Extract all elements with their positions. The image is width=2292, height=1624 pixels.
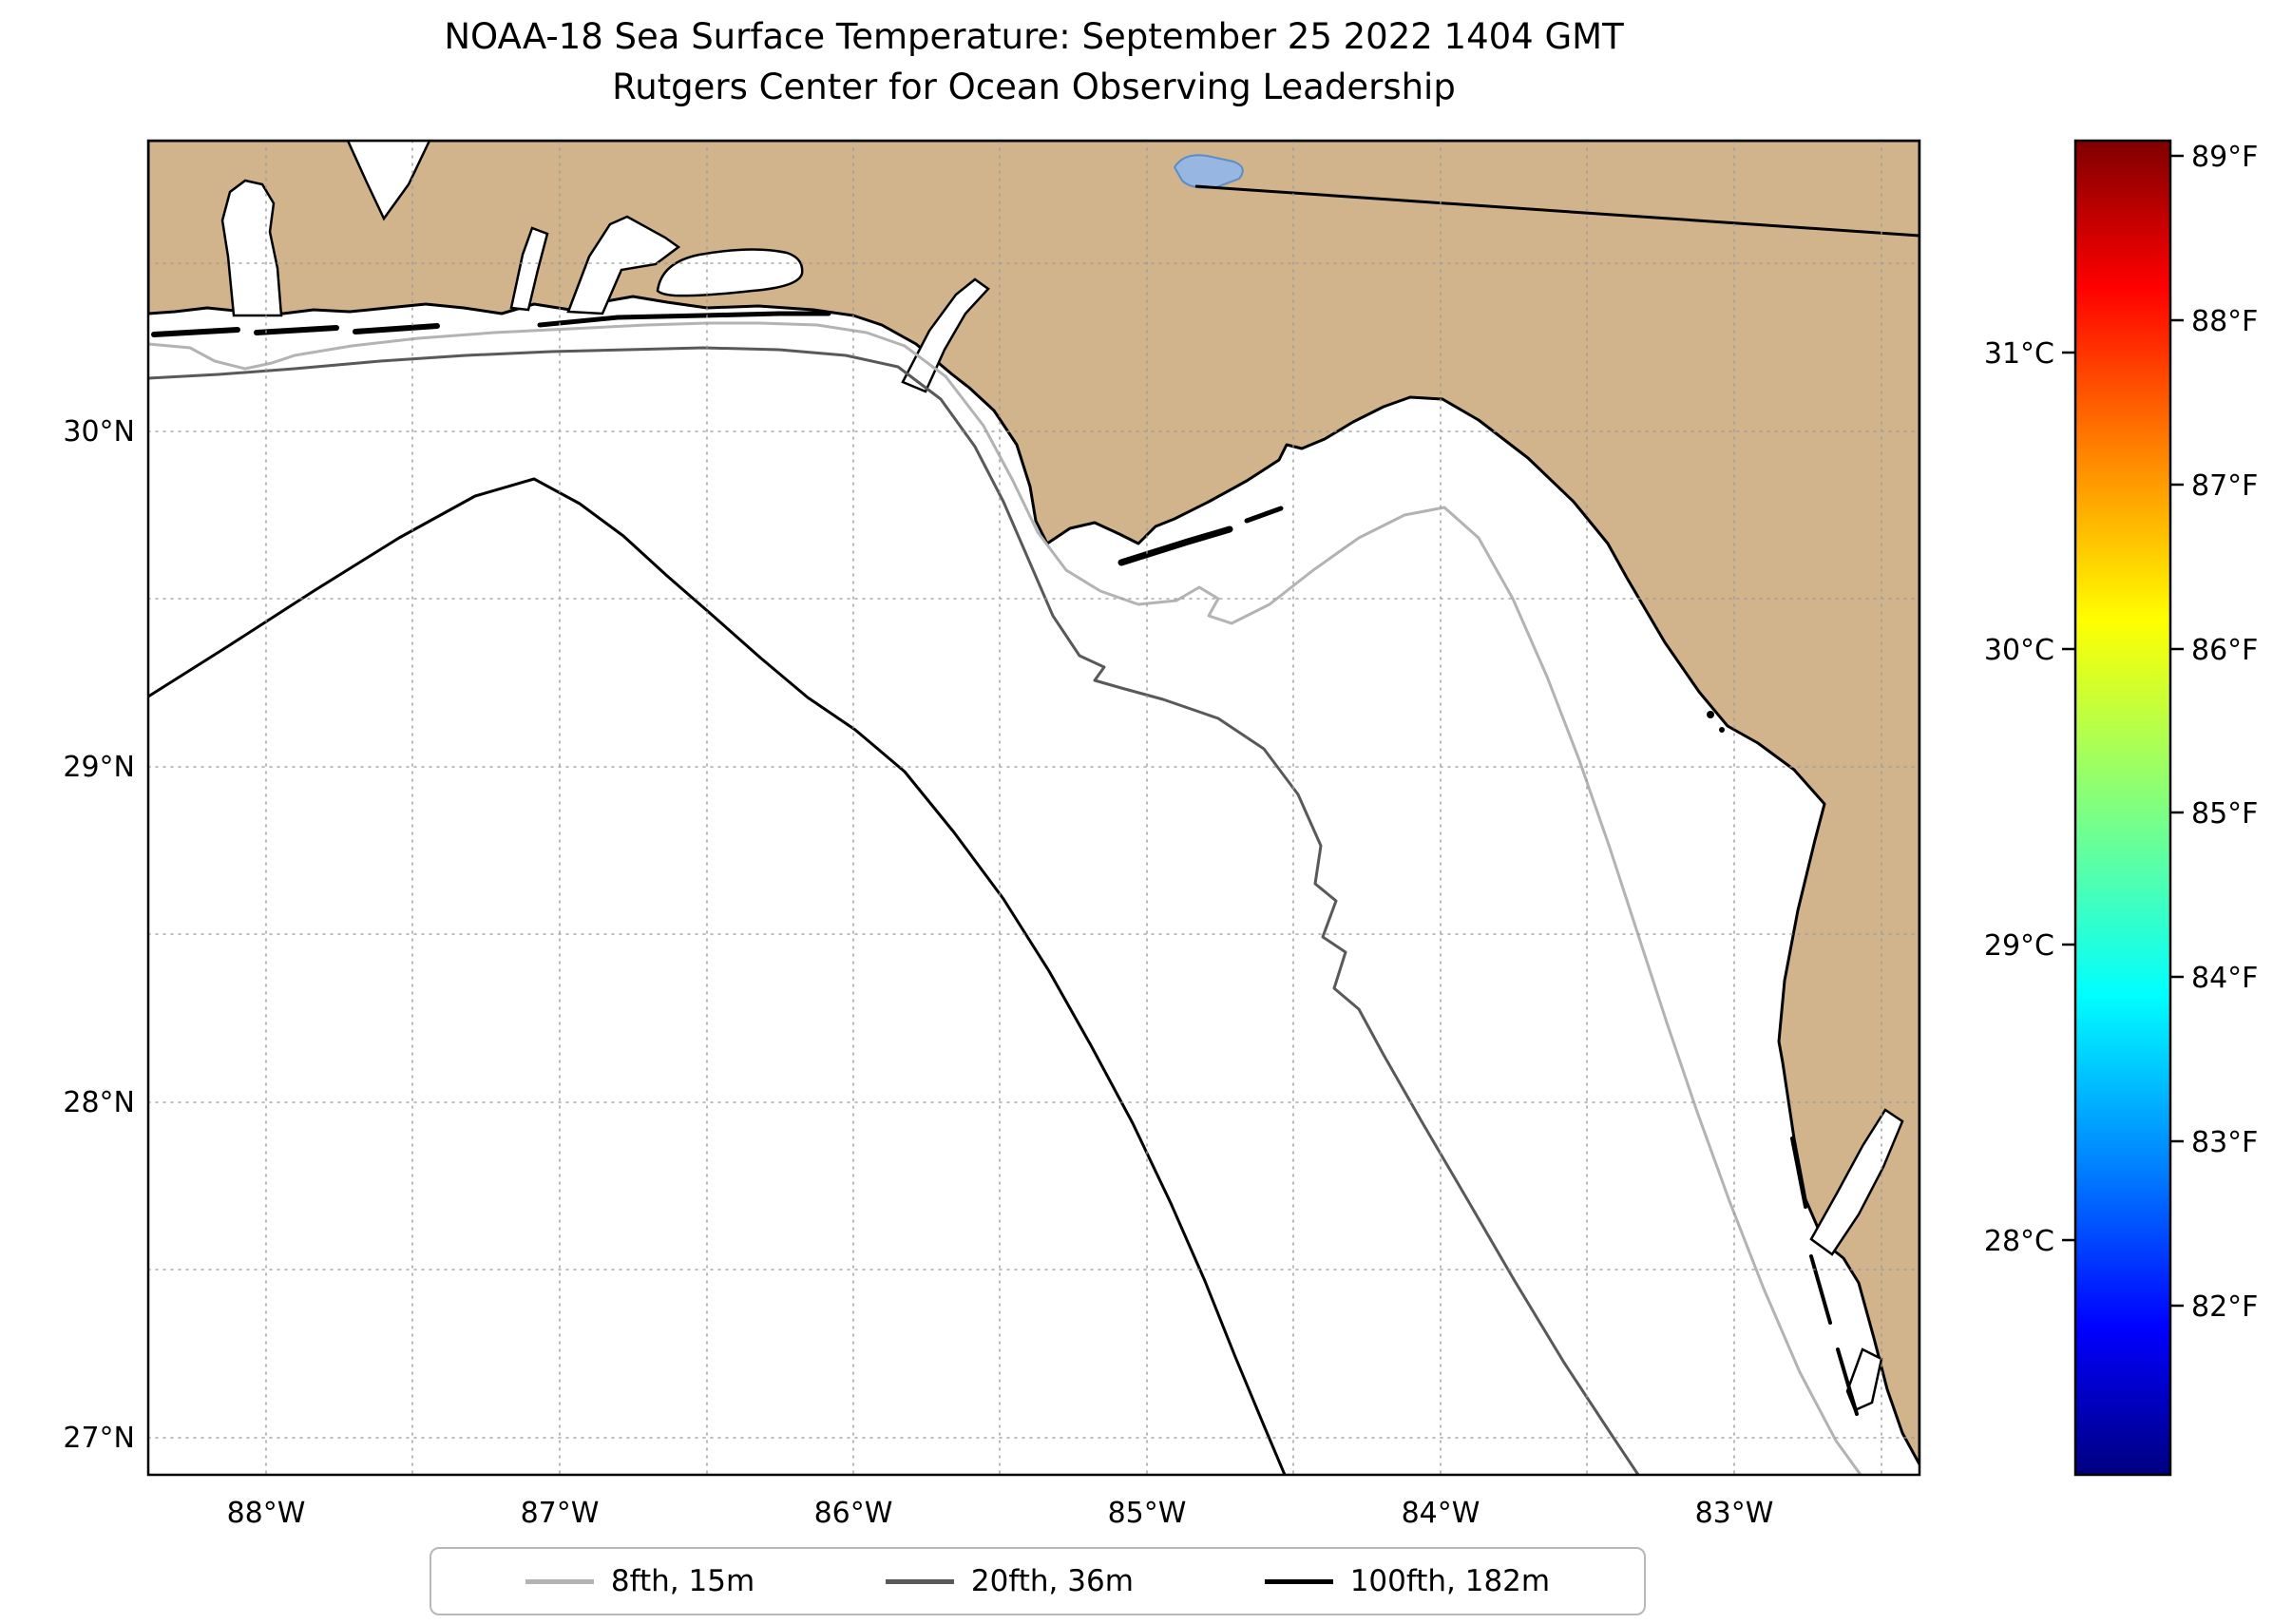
barrier-island [1244,506,1284,524]
lon-tick-label: 87°W [521,1497,600,1530]
lat-tick-label: 30°N [63,415,135,449]
colorbar-c-label: 28°C [1984,1225,2054,1258]
state-border-line [1194,184,1920,238]
coastal-islet [1719,727,1725,733]
lat-tick-label: 28°N [63,1086,135,1119]
lat-axis: 30°N 29°N 28°N 27°N [63,415,135,1455]
barrier-island [537,311,831,328]
colorbar-ticks-celsius [2062,351,2075,1242]
colorbar-c-label: 29°C [1984,929,2054,963]
st-andrew-bay [901,277,990,393]
colorbar-f-label: 88°F [2191,305,2258,338]
colorbar-f-label: 87°F [2191,469,2258,503]
map-plot-area [148,141,1920,1475]
lon-tick-label: 83°W [1695,1497,1774,1530]
contour-20fth-36m [148,346,1640,1475]
barrier-islands [151,311,1859,1416]
legend-item-8fth: 8fth, 15m [525,1564,754,1598]
colorbar: 89°F 88°F 87°F 86°F 85°F 84°F 83°F 82°F … [1984,139,2258,1477]
figure-title: NOAA-18 Sea Surface Temperature: Septemb… [444,16,1624,57]
colorbar-frame [2073,139,2172,1477]
legend-item-100fth: 100fth, 182m [1264,1564,1551,1598]
lon-tick-label: 88°W [227,1497,306,1530]
colorbar-f-label: 86°F [2191,634,2258,667]
legend-item-20fth: 20fth, 36m [885,1564,1134,1598]
barrier-island [353,323,440,334]
barrier-island [1790,1137,1807,1209]
colorbar-f-label: 82°F [2191,1290,2258,1324]
legend-box: 8fth, 15m 20fth, 36m 100fth, 182m [430,1547,1646,1615]
colorbar-labels-celsius: 31°C 30°C 29°C 28°C [1984,337,2054,1258]
legend-label-8fth: 8fth, 15m [610,1564,755,1598]
lon-tick-label: 84°W [1402,1497,1480,1530]
river-delta [346,141,431,221]
barrier-island [1836,1347,1859,1416]
contour-8fth-15m [148,321,1862,1475]
legend-label-20fth: 20fth, 36m [970,1564,1134,1598]
colorbar-f-label: 83°F [2191,1126,2258,1159]
lon-tick-label: 85°W [1108,1497,1187,1530]
colorbar-ticks-fahrenheit [2170,154,2184,1308]
colorbar-f-label: 85°F [2191,797,2258,831]
colorbar-gradient [2075,141,2170,1475]
perdido-bay [509,226,549,312]
colorbar-f-label: 89°F [2191,141,2258,174]
contour-100fth-182m [148,477,1287,1475]
figure-header: NOAA-18 Sea Surface Temperature: Septemb… [148,11,1920,112]
barrier-island [151,327,240,337]
plot-frame [146,139,1921,1477]
colorbar-c-label: 31°C [1984,337,2054,371]
lat-tick-label: 27°N [63,1422,135,1455]
barrier-island [1809,1254,1832,1325]
lon-axis: 88°W 87°W 86°W 85°W 84°W 83°W [227,1497,1774,1530]
legend-line-100fth [1264,1578,1333,1584]
lon-tick-label: 86°W [814,1497,893,1530]
colorbar-labels-fahrenheit: 89°F 88°F 87°F 86°F 85°F 84°F 83°F 82°F [2191,141,2258,1324]
mobile-bay [220,179,283,317]
barrier-island [254,325,339,335]
colorbar-f-label: 84°F [2191,962,2258,995]
figure-subtitle: Rutgers Center for Ocean Observing Leade… [612,67,1456,107]
barrier-island [1117,525,1233,566]
legend-line-20fth [885,1578,954,1584]
legend-label-100fth: 100fth, 182m [1349,1564,1551,1598]
tampa-bay [1809,1108,1904,1256]
colorbar-c-label: 30°C [1984,634,2054,667]
lat-tick-label: 29°N [63,751,135,784]
coastal-islet [1707,711,1714,718]
legend-line-8fth [525,1578,594,1584]
lake [1173,154,1244,189]
land-mass [148,141,1920,1466]
pensacola-bay [566,215,681,315]
choctawhatchee-bay [656,248,804,297]
